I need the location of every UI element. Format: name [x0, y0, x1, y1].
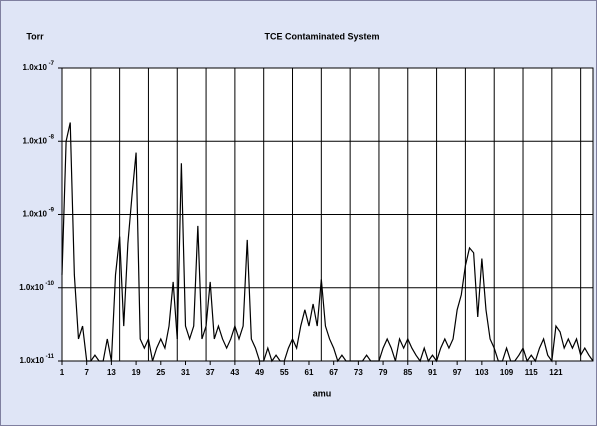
y-tick-label: 1.0x10 -10 — [19, 280, 54, 292]
x-tick-label: 109 — [500, 368, 514, 377]
x-axis-label: amu — [313, 388, 332, 398]
spectrum-line — [61, 122, 594, 363]
x-tick-label: 97 — [453, 368, 462, 377]
x-tick-label: 91 — [428, 368, 437, 377]
x-tick-label: 79 — [379, 368, 388, 377]
x-tick-label: 115 — [525, 368, 538, 377]
x-tick-label: 67 — [329, 368, 338, 377]
y-tick-label: 1.0x10 -11 — [20, 354, 55, 366]
x-tick-label: 43 — [230, 368, 239, 377]
y-tick-label: 1.0x10 -7 — [23, 61, 55, 73]
x-tick-label: 49 — [255, 368, 264, 377]
x-tick-label: 25 — [156, 368, 165, 377]
chart-title: TCE Contaminated System — [264, 31, 379, 41]
x-tick-label: 103 — [475, 368, 489, 377]
x-tick-label: 1 — [60, 368, 65, 377]
x-tick-label: 55 — [280, 368, 289, 377]
x-tick-label: 31 — [181, 368, 190, 377]
x-tick-label: 13 — [107, 368, 116, 377]
x-tick-label: 85 — [403, 368, 412, 377]
x-tick-label: 121 — [549, 368, 563, 377]
y-tick-label: 1.0x10 -8 — [23, 134, 55, 146]
x-tick-label: 61 — [305, 368, 314, 377]
x-tick-label: 37 — [206, 368, 215, 377]
y-axis-label: Torr — [26, 31, 44, 41]
x-tick-label: 73 — [354, 368, 363, 377]
x-tick-label: 7 — [84, 368, 89, 377]
y-tick-label: 1.0x10 -9 — [23, 207, 55, 219]
x-tick-label: 19 — [132, 368, 141, 377]
plot-frame — [61, 67, 594, 362]
